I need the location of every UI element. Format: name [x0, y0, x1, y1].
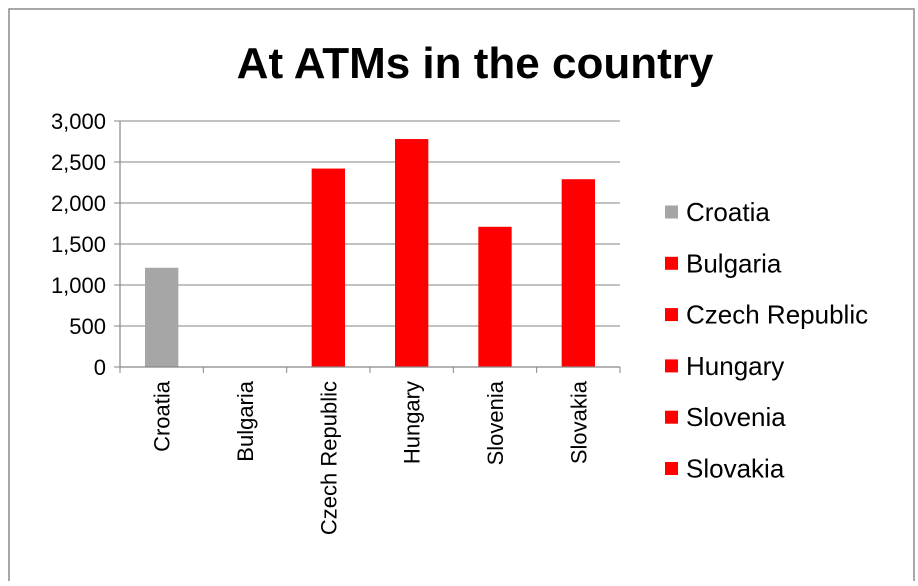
bar-slovenia [478, 226, 512, 367]
legend-label: Slovakia [686, 454, 785, 484]
legend-swatch [665, 205, 678, 219]
legend: Croatia Bulgaria Czech Republic Hungary Slov… [665, 197, 868, 484]
legend-label: Croatia [686, 197, 770, 227]
y-tick-label: 3,000 [51, 109, 106, 134]
legend-swatch [665, 359, 678, 373]
y-tick-label: 500 [69, 314, 106, 339]
y-tick-label: 0 [94, 355, 106, 380]
legend-label: Czech Republic [686, 300, 868, 330]
chart-border [8, 8, 915, 586]
x-tick-label: Croatia [150, 380, 175, 452]
x-axis-ticks: Croatia Bulgaria Czech Republic Hungary Slov… [119, 367, 621, 535]
y-axis-ticks: 0 500 1,000 1,500 2,000 2,500 3,000 [51, 109, 120, 380]
x-tick-label: Slovakia [566, 380, 591, 464]
legend-swatch [665, 256, 678, 270]
y-tick-label: 1,500 [51, 232, 106, 257]
bar-slovakia [561, 179, 595, 367]
y-tick-label: 2,000 [51, 191, 106, 216]
bar-hungary [395, 139, 429, 367]
y-tick-label: 1,000 [51, 273, 106, 298]
y-tick-label: 2,500 [51, 150, 106, 175]
legend-swatch [665, 308, 678, 322]
bars [145, 139, 595, 367]
x-tick-label: Czech Republic [316, 381, 341, 535]
legend-label: Bulgaria [686, 248, 782, 278]
legend-label: Hungary [686, 351, 784, 381]
x-tick-label: Bulgaria [233, 380, 258, 461]
bar-croatia [145, 267, 179, 367]
legend-label: Slovenia [686, 402, 786, 432]
chart-title: At ATMs in the country [237, 39, 714, 88]
x-tick-label: Slovenia [483, 380, 508, 465]
bar-czech-republic [311, 168, 345, 367]
x-tick-label: Hungary [400, 381, 425, 464]
legend-swatch [665, 410, 678, 424]
gridlines [120, 120, 620, 327]
legend-swatch [665, 462, 678, 475]
